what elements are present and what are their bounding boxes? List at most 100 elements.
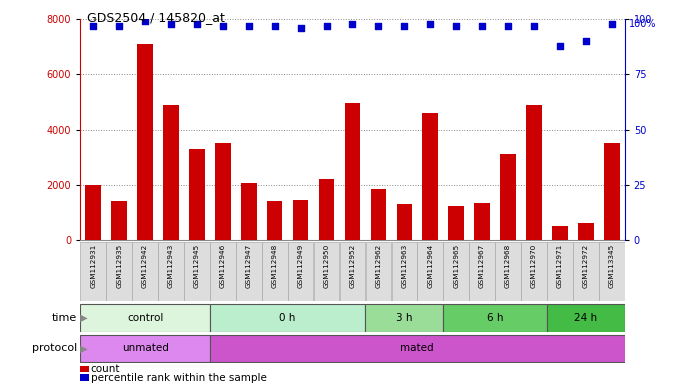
Text: GSM112935: GSM112935: [116, 244, 122, 288]
Point: [477, 23, 488, 29]
Text: GSM112971: GSM112971: [557, 244, 563, 288]
Bar: [189, 149, 205, 240]
Bar: [552, 226, 567, 240]
Text: GSM112964: GSM112964: [427, 244, 433, 288]
Text: 100%: 100%: [629, 19, 656, 29]
Point: [554, 43, 565, 49]
Bar: [215, 143, 230, 240]
Point: [528, 23, 540, 29]
Text: GSM112970: GSM112970: [531, 244, 537, 288]
Bar: [138, 44, 153, 240]
Bar: [158, 242, 184, 301]
Text: ▶: ▶: [77, 313, 88, 323]
Bar: [547, 304, 625, 331]
Bar: [448, 205, 464, 240]
Text: GSM112947: GSM112947: [246, 244, 252, 288]
Bar: [521, 242, 547, 301]
Bar: [604, 143, 620, 240]
Text: GSM112942: GSM112942: [142, 244, 148, 288]
Text: protocol: protocol: [31, 343, 77, 354]
Text: GSM112965: GSM112965: [453, 244, 459, 288]
Text: percentile rank within the sample: percentile rank within the sample: [91, 373, 267, 383]
Point: [321, 23, 332, 29]
Bar: [112, 201, 127, 240]
Bar: [236, 242, 262, 301]
Bar: [132, 242, 158, 301]
Bar: [547, 242, 573, 301]
Bar: [267, 201, 283, 240]
Text: control: control: [127, 313, 163, 323]
Text: GSM112945: GSM112945: [194, 244, 200, 288]
Bar: [163, 105, 179, 240]
Bar: [443, 304, 547, 331]
Bar: [417, 242, 443, 301]
Text: 3 h: 3 h: [396, 313, 413, 323]
Bar: [80, 242, 106, 301]
Text: count: count: [91, 364, 120, 374]
Bar: [366, 304, 443, 331]
Bar: [422, 113, 438, 240]
Bar: [210, 242, 236, 301]
Bar: [495, 242, 521, 301]
Bar: [526, 105, 542, 240]
Point: [140, 18, 151, 25]
Text: 6 h: 6 h: [487, 313, 503, 323]
Text: GSM112931: GSM112931: [90, 244, 96, 288]
Text: GSM113345: GSM113345: [609, 244, 615, 288]
Point: [191, 20, 202, 27]
Bar: [319, 179, 334, 240]
Bar: [340, 242, 365, 301]
Bar: [345, 103, 360, 240]
Bar: [392, 242, 417, 301]
Bar: [184, 242, 210, 301]
Point: [88, 23, 99, 29]
Bar: [573, 242, 599, 301]
Bar: [241, 184, 257, 240]
Text: GSM112963: GSM112963: [401, 244, 408, 288]
Text: unmated: unmated: [121, 343, 168, 354]
Point: [295, 25, 306, 31]
Bar: [210, 304, 366, 331]
Bar: [396, 204, 412, 240]
Bar: [313, 242, 339, 301]
Text: ▶: ▶: [77, 343, 88, 354]
Bar: [366, 242, 392, 301]
Bar: [469, 242, 495, 301]
Point: [503, 23, 514, 29]
Point: [424, 20, 436, 27]
Point: [114, 23, 125, 29]
Bar: [443, 242, 469, 301]
Point: [606, 20, 617, 27]
Text: GSM112967: GSM112967: [479, 244, 485, 288]
Bar: [288, 242, 313, 301]
Point: [217, 23, 228, 29]
Text: GDS2504 / 145820_at: GDS2504 / 145820_at: [87, 12, 225, 25]
Point: [347, 20, 358, 27]
Text: GSM112952: GSM112952: [350, 244, 355, 288]
Bar: [371, 189, 386, 240]
Point: [399, 23, 410, 29]
Text: GSM112962: GSM112962: [376, 244, 381, 288]
Text: GSM112946: GSM112946: [220, 244, 226, 288]
Bar: [500, 154, 516, 240]
Text: GSM112972: GSM112972: [583, 244, 589, 288]
Text: GSM112968: GSM112968: [505, 244, 511, 288]
Point: [165, 20, 177, 27]
Bar: [293, 200, 309, 240]
Text: GSM112950: GSM112950: [324, 244, 329, 288]
Text: time: time: [52, 313, 77, 323]
Text: 0 h: 0 h: [279, 313, 296, 323]
Bar: [80, 334, 210, 362]
Text: mated: mated: [401, 343, 434, 354]
Bar: [599, 242, 625, 301]
Point: [269, 23, 281, 29]
Bar: [85, 185, 101, 240]
Bar: [106, 242, 132, 301]
Point: [373, 23, 384, 29]
Bar: [475, 203, 490, 240]
Bar: [210, 334, 625, 362]
Bar: [262, 242, 288, 301]
Text: GSM112943: GSM112943: [168, 244, 174, 288]
Text: 24 h: 24 h: [574, 313, 597, 323]
Bar: [578, 223, 593, 240]
